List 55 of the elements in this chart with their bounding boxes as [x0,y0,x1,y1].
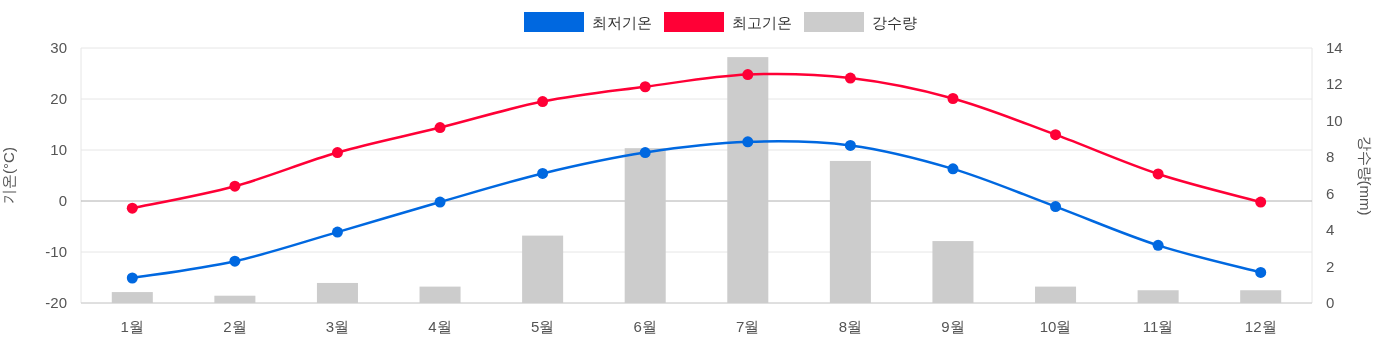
point [639,81,651,93]
point [537,96,549,108]
point [1050,201,1062,213]
x-tick-label: 6월 [633,318,657,335]
y-tick-label: 10 [50,141,67,158]
y-tick-label: -10 [45,243,67,260]
x-tick-label: 4월 [428,318,452,335]
point [947,163,959,175]
point [1255,266,1267,278]
point [742,69,754,81]
x-tick-label: 3월 [325,318,350,335]
x-tick-label: 9월 [941,318,965,335]
x-tick-label: 12월 [1244,318,1277,335]
y2-tick-label: 10 [1326,111,1343,129]
x-tick-label: 2월 [223,318,247,335]
point [229,180,241,192]
y2-tick-label: 4 [1326,221,1335,239]
x-tick-label: 5월 [530,318,555,335]
y2-tick-label: 6 [1326,184,1335,202]
legend-label: 최고기온 [732,14,792,31]
point [1255,196,1267,208]
y2-tick-label: 8 [1326,148,1335,166]
point [126,202,138,214]
x-tick-label: 7월 [736,318,760,335]
y-tick-label: 20 [50,90,67,107]
point [1050,129,1062,141]
y-tick-label: 30 [50,39,67,56]
x-tick-label: 8월 [838,318,863,335]
x-tick-label: 10월 [1039,318,1072,335]
point [1152,239,1164,251]
point [639,147,651,159]
x-tick-label: 11월 [1142,318,1174,335]
point [844,72,856,84]
legend-label: 강수량 [872,14,917,31]
point [331,147,343,159]
y-axis-title: 기온(°C) [0,147,17,204]
point [844,139,856,151]
y-tick-label: -20 [45,294,67,311]
point [434,122,446,134]
point [1152,168,1164,180]
point [947,92,959,104]
point [537,167,549,179]
point [331,226,343,238]
y2-tick-label: 0 [1326,294,1335,311]
x-tick-label: 1월 [120,318,144,335]
y-tick-label: 0 [58,192,67,209]
y2-tick-label: 2 [1326,257,1335,275]
point [742,136,754,148]
y2-axis-title: 강수량(mm) [1357,135,1374,216]
legend-label: 최저기온 [592,14,652,31]
point [434,196,446,208]
point [229,255,241,267]
point [126,272,138,284]
y2-tick-label: 12 [1326,75,1343,93]
y2-tick-label: 14 [1326,39,1343,56]
